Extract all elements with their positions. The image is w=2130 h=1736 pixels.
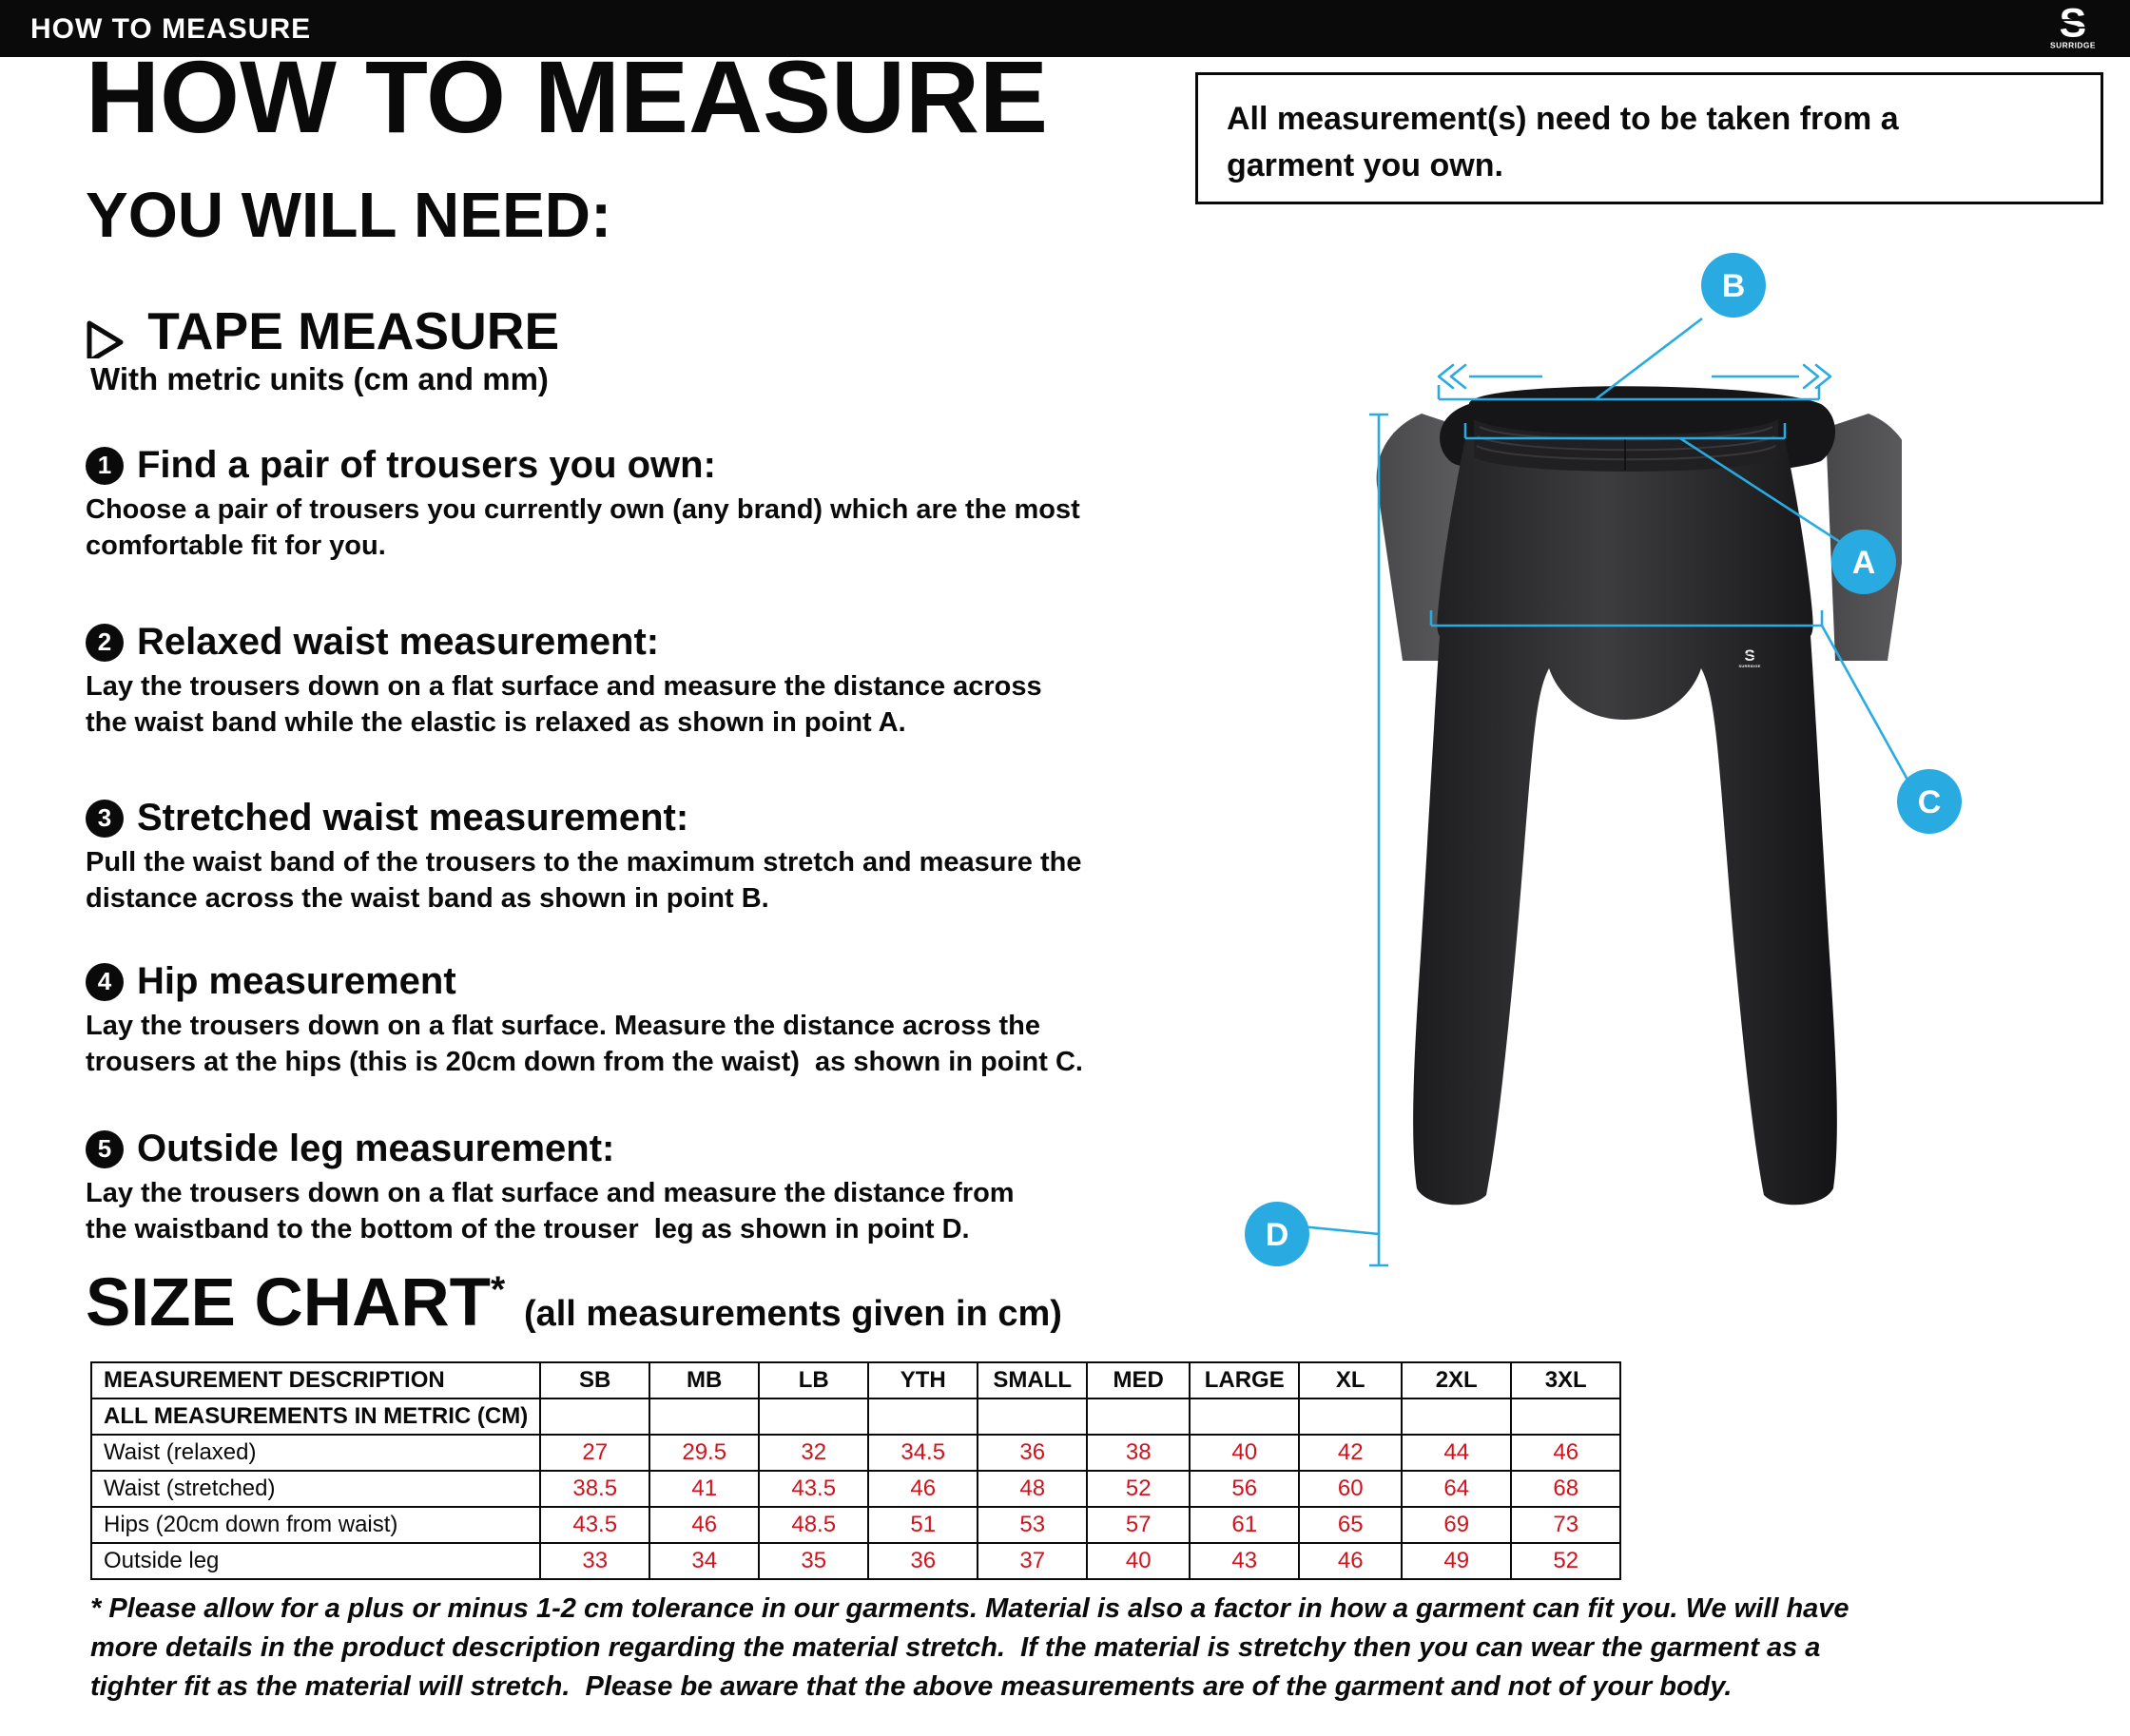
svg-text:C: C xyxy=(1918,784,1942,820)
svg-text:D: D xyxy=(1266,1217,1289,1253)
svg-text:A: A xyxy=(1852,545,1876,581)
svg-text:B: B xyxy=(1722,268,1746,304)
